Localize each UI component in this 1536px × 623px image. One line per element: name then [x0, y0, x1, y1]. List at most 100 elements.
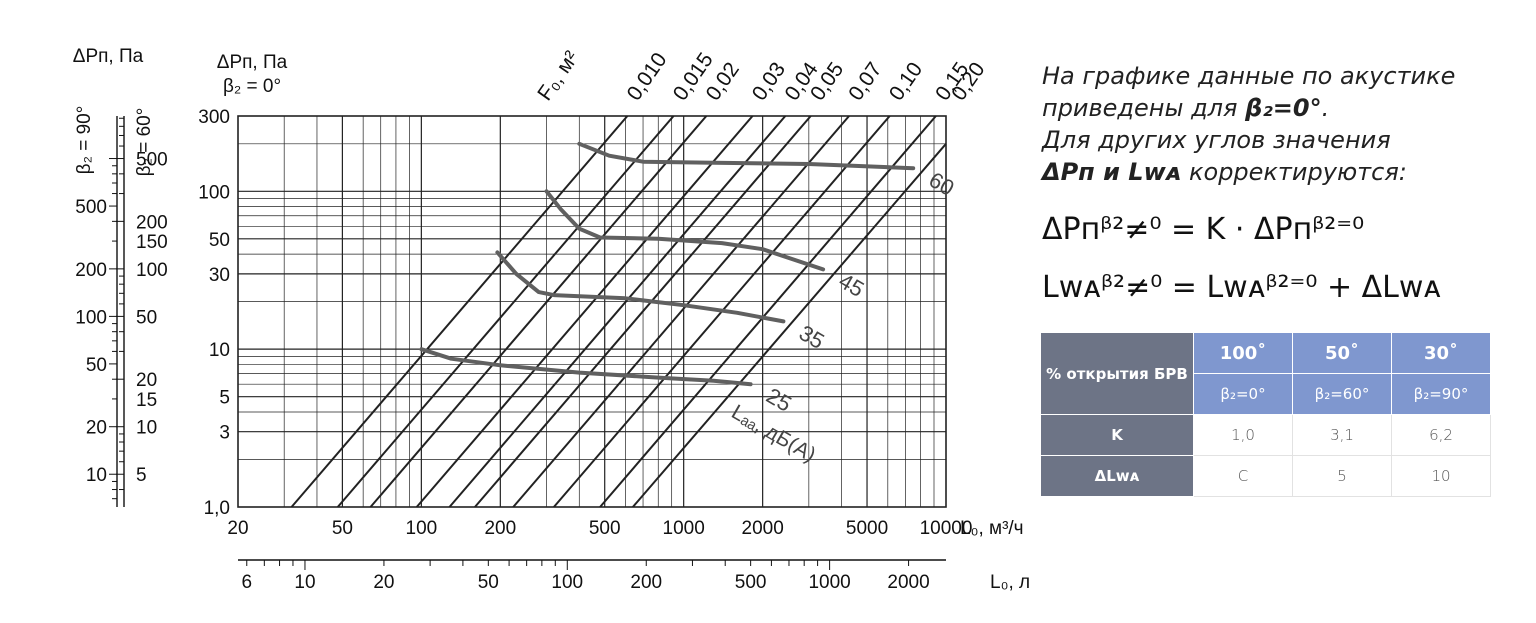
x2-tick-label: 100: [551, 572, 583, 593]
pressure-flow-chart: 20 50 100 200 500 1000 2000 5000 10000 1,0 3 5 10 30 5…: [73, 46, 1030, 593]
y-tick-label: 10: [209, 340, 230, 361]
y60-tick-label: 200: [136, 212, 168, 233]
area-line-0,05: [474, 115, 812, 508]
y60-tick-label: 100: [136, 260, 168, 281]
area-line-0,07: [512, 115, 850, 508]
note-line-3: Для других углов значения: [1042, 126, 1391, 154]
formula-pressure: ΔPпᵝ²≠⁰ = K · ΔPпᵝ²⁼⁰: [1042, 212, 1365, 247]
x2-tick-label: 500: [735, 572, 767, 593]
y60-tick-label: 10: [136, 418, 157, 439]
dl-value-60: 5: [1292, 455, 1392, 497]
y60-tick-label: 50: [136, 307, 157, 328]
area-lines: [290, 115, 947, 508]
open-50: 50˚: [1292, 332, 1392, 374]
x-axis-title: L₀, м³/ч: [960, 518, 1024, 539]
chart-labels: 20 50 100 200 500 1000 2000 5000 10000 1,0 3 5 10 30 5…: [73, 46, 1030, 593]
x-tick-label: 10000: [920, 518, 973, 539]
y-tick-label: 1,0: [204, 498, 230, 519]
x-tick-label: 100: [406, 518, 438, 539]
noise-curve-label: 60: [925, 167, 959, 201]
y-axis-subtitle: β₂ = 0°: [223, 76, 281, 97]
area-label: 0,010: [623, 49, 672, 105]
x-tick-label: 500: [589, 518, 621, 539]
x-tick-label: 50: [332, 518, 353, 539]
note-line-4-post: корректируются:: [1181, 158, 1407, 186]
note-line-1: На графике данные по акустике: [1042, 62, 1456, 90]
acoustic-note: На графике данные по акустике приведены …: [1042, 60, 1522, 188]
y90-tick-label: 50: [86, 355, 107, 376]
y-tick-label: 3: [219, 423, 230, 444]
area-line-0,03: [415, 115, 754, 508]
note-line-2-bold: β₂=0°: [1245, 94, 1322, 122]
area-label: 0,07: [844, 58, 886, 105]
x-tick-label: 2000: [742, 518, 784, 539]
x2-tick-label: 10: [294, 572, 315, 593]
y90-tick-label: 500: [75, 197, 107, 218]
x2-tick-label: 200: [630, 572, 662, 593]
k-value-0: 1,0: [1193, 414, 1293, 456]
area-line-0,15: [599, 115, 937, 508]
noise-curve-label: 45: [835, 268, 869, 302]
y-tick-label: 30: [209, 265, 230, 286]
y90-tick-label: 10: [86, 465, 107, 486]
x2-axis-title: L₀, л/с: [990, 572, 1030, 593]
open-30: 30˚: [1391, 332, 1491, 374]
area-line-0,20: [632, 143, 947, 508]
y60-axis-label: β₂ = 60°: [134, 108, 155, 177]
x2-tick-label: 20: [373, 572, 394, 593]
area-line-0,04: [448, 115, 787, 508]
noise-curve-25: [419, 347, 753, 387]
y-tick-label: 50: [209, 230, 230, 251]
angle-60: β₂=60°: [1292, 373, 1392, 415]
dl-value-0: C: [1193, 455, 1293, 497]
y60-tick-label: 15: [136, 390, 157, 411]
correction-table: % открытия БРВ 100˚ 50˚ 30˚ β₂=0° β₂=60°…: [1040, 332, 1491, 497]
x-tick-label: 20: [227, 518, 248, 539]
note-line-2: приведены для β₂=0°.: [1042, 92, 1522, 124]
angle-0: β₂=0°: [1193, 373, 1293, 415]
k-value-90: 6,2: [1391, 414, 1491, 456]
y60-tick-label: 150: [136, 232, 168, 253]
dl-value-90: 10: [1391, 455, 1491, 497]
x-tick-label: 1000: [663, 518, 705, 539]
y-tick-label: 300: [198, 107, 230, 128]
y90-axis-label: β₂ = 90°: [74, 106, 95, 175]
noise-curve-60: [577, 141, 916, 171]
noise-curves: [419, 141, 916, 387]
x-tick-label: 200: [484, 518, 516, 539]
x2-tick-label: 2000: [887, 572, 929, 593]
row-dl-label: ΔLᴡᴀ: [1040, 455, 1194, 497]
chart-grid: [237, 115, 947, 508]
y60-tick-label: 20: [136, 370, 157, 391]
note-line-2-pre: приведены для: [1042, 94, 1246, 122]
area-line-0,010: [290, 115, 629, 508]
y90-tick-label: 20: [86, 418, 107, 439]
area-label: 0,10: [885, 58, 927, 105]
y-axis-title: ΔPп, Па: [217, 52, 288, 73]
note-line-4: ΔPп и Lᴡᴀ корректируются:: [1042, 156, 1522, 188]
y-tick-label: 5: [219, 388, 230, 409]
y60-tick-label: 500: [136, 150, 168, 171]
x2-tick-label: 6: [241, 572, 252, 593]
y60-tick-label: 5: [136, 465, 147, 486]
x2-tick-label: 50: [478, 572, 499, 593]
row-k-label: K: [1040, 414, 1194, 456]
y90-tick-label: 100: [75, 307, 107, 328]
angle-90: β₂=90°: [1391, 373, 1491, 415]
plot-frame: [237, 115, 947, 508]
header-open-label: % открытия БРВ: [1040, 332, 1194, 415]
y90-tick-label: 200: [75, 260, 107, 281]
formula-noise: Lᴡᴀᵝ²≠⁰ = Lᴡᴀᵝ²⁼⁰ + ΔLᴡᴀ: [1042, 270, 1442, 305]
left-axis-title: ΔPп, Па: [73, 46, 144, 67]
open-100: 100˚: [1193, 332, 1293, 374]
noise-curve-35: [495, 250, 786, 324]
noise-curve-45: [544, 189, 826, 272]
x-tick-label: 5000: [846, 518, 888, 539]
note-line-4-bold: ΔPп и Lᴡᴀ: [1042, 158, 1182, 186]
area-line-0,02: [369, 115, 708, 508]
area-line-0,015: [336, 115, 675, 508]
k-value-60: 3,1: [1292, 414, 1392, 456]
y-tick-label: 100: [198, 182, 230, 203]
area-title: F₀, м²: [533, 47, 583, 105]
x2-tick-label: 1000: [808, 572, 850, 593]
